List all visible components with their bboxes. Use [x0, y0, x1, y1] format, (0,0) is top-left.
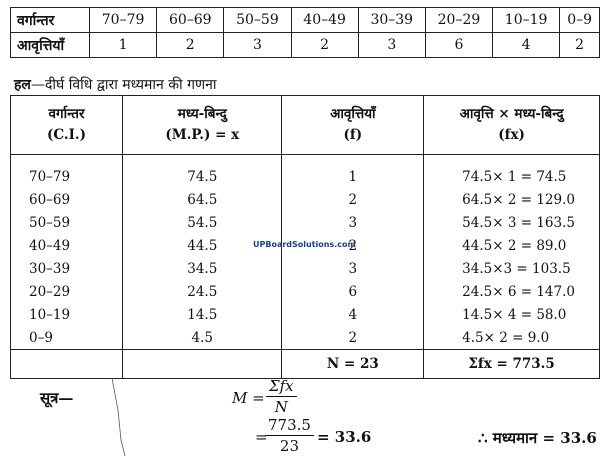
frequency-cell: 4: [492, 32, 561, 58]
solution-text: —दीर्घ विधि द्वारा मध्यमान की गणना: [30, 77, 217, 93]
table-row: 30–39 34.5 3 34.5×3 = 103.5: [9, 257, 600, 280]
formula-lhs: M =: [232, 389, 265, 407]
fx-cell: 14.5× 4 = 58.0: [423, 303, 600, 326]
frequency-table: वर्गान्तर 70–79 60–69 50–59 40–49 30–39 …: [10, 7, 600, 58]
ci-cell: 50–59: [9, 211, 124, 234]
total-n-cell: N = 23: [281, 349, 425, 379]
class-cell: 20–29: [424, 7, 494, 33]
solution-heading: हल—दीर्घ विधि द्वारा मध्यमान की गणना: [14, 75, 217, 94]
fx-cell: 34.5×3 = 103.5: [423, 257, 600, 280]
ci-cell: 10–19: [9, 303, 124, 326]
total-fx-cell: Σfx = 773.5: [423, 349, 600, 379]
fx-cell: 74.5× 1 = 74.5: [423, 154, 600, 188]
table-row: 40–49 44.5 2 44.5× 2 = 89.0: [9, 234, 600, 257]
header-frequency: आवृत्तियाँ (f): [281, 95, 425, 155]
frequency-cell: 6: [424, 32, 494, 58]
table-row: 50–59 54.5 3 54.5× 3 = 163.5: [9, 211, 600, 234]
total-row: N = 23 Σfx = 773.5: [9, 349, 600, 379]
fx-cell: 64.5× 2 = 129.0: [423, 188, 600, 211]
frequency-cell: 3: [223, 32, 292, 58]
frequency-row: आवृत्तियाँ 1 2 3 2 3 6 4 2: [10, 32, 600, 58]
calculation-table: वर्गान्तर (C.I.) मध्य-बिन्दु (M.P.) = x आव…: [9, 95, 600, 379]
mp-cell: 24.5: [122, 280, 283, 303]
fraction-denominator: N: [274, 398, 288, 416]
formula-label: सूत्र—: [40, 389, 74, 407]
fx-cell: 24.5× 6 = 147.0: [423, 280, 600, 303]
fraction-denominator: 23: [279, 437, 300, 455]
formula-result: = 33.6: [317, 428, 372, 446]
ci-cell: 20–29: [9, 280, 124, 303]
mp-cell: 64.5: [122, 188, 283, 211]
solution-label: हल: [14, 77, 31, 93]
header-class-interval: वर्गान्तर (C.I.): [9, 95, 124, 155]
frequency-heading: आवृत्तियाँ: [10, 32, 90, 58]
class-interval-heading: वर्गान्तर: [10, 7, 90, 33]
header-fx: आवृत्ति × मध्य-बिन्दु (fx): [423, 95, 600, 155]
class-interval-row: वर्गान्तर 70–79 60–69 50–59 40–49 30–39 …: [10, 7, 600, 33]
header-mid-point: मध्य-बिन्दु (M.P.) = x: [122, 95, 283, 155]
equals-sign: =: [255, 428, 268, 446]
watermark-text: UPBoardSolutions.com: [253, 240, 356, 249]
total-empty-cell: [9, 349, 124, 379]
ci-cell: 40–49: [9, 234, 124, 257]
class-cell: 50–59: [223, 7, 292, 33]
total-empty-cell: [122, 349, 283, 379]
class-cell: 70–79: [88, 7, 158, 33]
table-row: 10–19 14.5 4 14.5× 4 = 58.0: [9, 303, 600, 326]
frequency-cell: 3: [357, 32, 426, 58]
ci-cell: 30–39: [9, 257, 124, 280]
frequency-cell: 2: [290, 32, 359, 58]
fx-cell: 54.5× 3 = 163.5: [423, 211, 600, 234]
table-row: 70–79 74.5 1 74.5× 1 = 74.5: [9, 154, 600, 188]
fraction-numerator: Σfx: [266, 377, 297, 397]
frequency-cell: 2: [559, 32, 600, 58]
mp-cell: 34.5: [122, 257, 283, 280]
fraction-numerator: 773.5: [265, 416, 314, 436]
formula-fraction: Σfx N: [266, 377, 297, 416]
class-cell: 30–39: [357, 7, 426, 33]
conclusion-text: ∴ मध्यमान = 33.6: [478, 429, 597, 447]
class-cell: 0–9: [559, 7, 600, 33]
table-row: 20–29 24.5 6 24.5× 6 = 147.0: [9, 280, 600, 303]
mp-cell: 54.5: [122, 211, 283, 234]
class-cell: 40–49: [290, 7, 359, 33]
ci-cell: 0–9: [9, 326, 124, 350]
frequency-cell: 2: [156, 32, 225, 58]
value-fraction: 773.5 23: [265, 416, 314, 455]
frequency-cell: 1: [88, 32, 158, 58]
mp-cell: 4.5: [122, 326, 283, 350]
header-row: वर्गान्तर (C.I.) मध्य-बिन्दु (M.P.) = x आव…: [9, 95, 600, 155]
table-row: 0–9 4.5 2 4.5× 2 = 9.0: [9, 326, 600, 350]
fx-cell: 44.5× 2 = 89.0: [423, 234, 600, 257]
mp-cell: 14.5: [122, 303, 283, 326]
class-cell: 10–19: [492, 7, 561, 33]
mp-cell: 44.5: [122, 234, 283, 257]
mp-cell: 74.5: [122, 154, 283, 188]
fx-cell: 4.5× 2 = 9.0: [423, 326, 600, 350]
table-row: 60–69 64.5 2 64.5× 2 = 129.0: [9, 188, 600, 211]
